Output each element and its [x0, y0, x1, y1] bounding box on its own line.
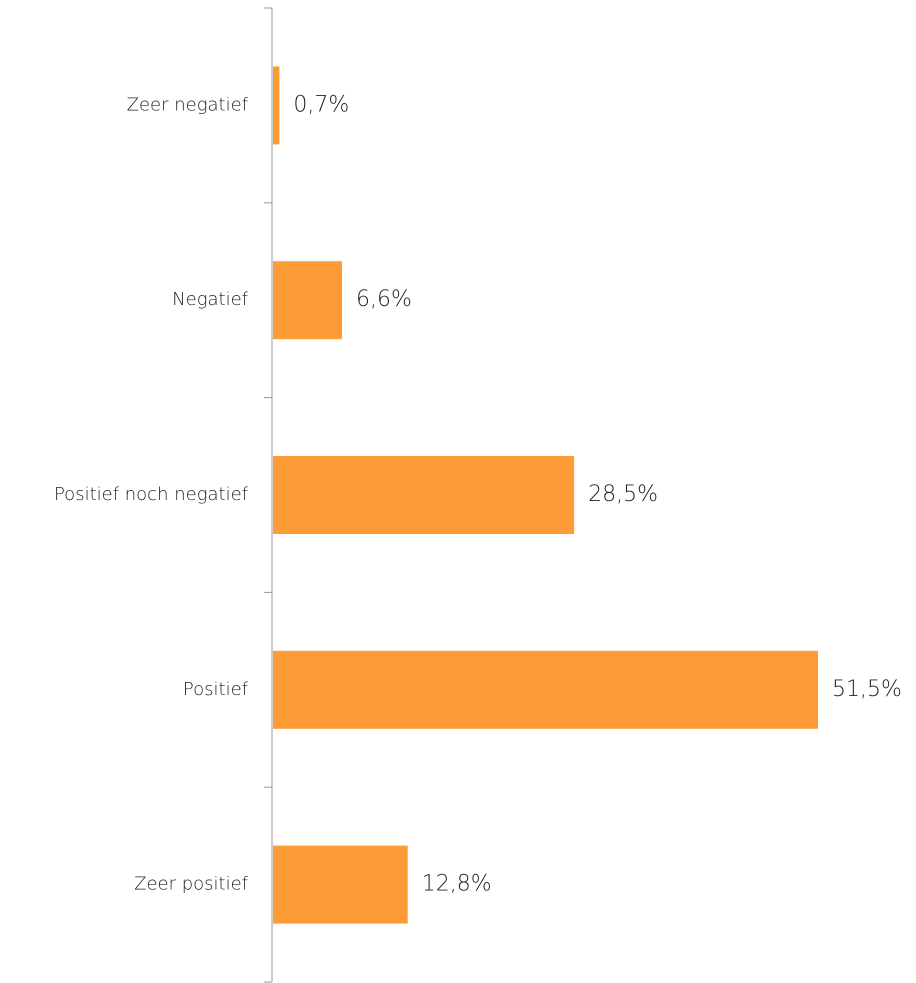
- value-label: 6,6%: [356, 287, 412, 312]
- value-label: 12,8%: [422, 872, 492, 897]
- bar: [273, 845, 408, 924]
- value-label: 0,7%: [293, 92, 349, 117]
- category-label: Positief: [183, 679, 249, 700]
- category-label: Negatief: [172, 289, 249, 310]
- category-label: Positief noch negatief: [54, 484, 249, 505]
- value-label: 51,5%: [832, 677, 902, 702]
- category-label: Zeer negatief: [127, 94, 249, 115]
- value-label: 28,5%: [588, 482, 658, 507]
- category-label: Zeer positief: [134, 874, 249, 895]
- bar: [273, 456, 575, 534]
- bar: [273, 650, 818, 729]
- bar: [273, 66, 280, 145]
- bar: [273, 261, 342, 340]
